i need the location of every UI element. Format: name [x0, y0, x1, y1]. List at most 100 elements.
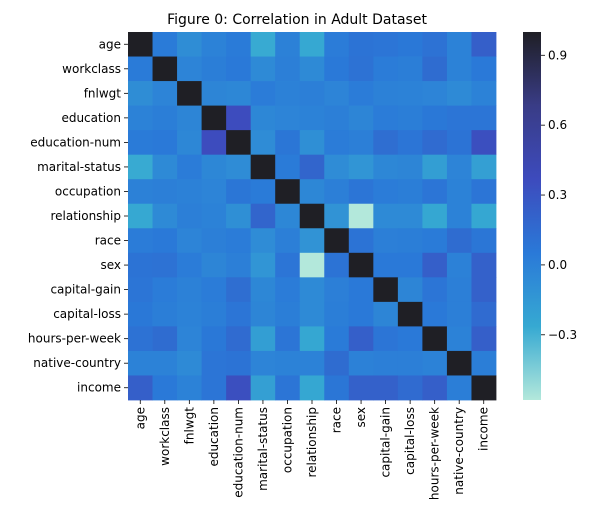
heatmap-cell	[471, 277, 497, 303]
colorbar-tick-label: 0.9	[548, 48, 567, 62]
heatmap-cell	[471, 203, 497, 229]
x-tick-labels: age workclass fnlwgt education education-num…	[133, 400, 491, 500]
heatmap-cell	[397, 179, 423, 205]
heatmap-cell	[299, 105, 325, 131]
x-tick-label: education-num	[231, 407, 245, 498]
x-tick-label: marital-status	[256, 407, 270, 491]
heatmap-cell	[275, 154, 301, 180]
heatmap-cell	[422, 179, 448, 205]
heatmap-cell	[324, 154, 350, 180]
colorbar-tick-label: 0.6	[548, 118, 567, 132]
heatmap-cell	[446, 105, 472, 131]
heatmap-cell	[201, 277, 227, 303]
y-tick-label: sex	[100, 258, 121, 272]
heatmap-cell	[275, 56, 301, 82]
y-tick-label: occupation	[55, 184, 121, 198]
heatmap-cell	[373, 179, 399, 205]
heatmap-cell	[373, 350, 399, 376]
heatmap-cell	[446, 301, 472, 327]
heatmap-cell	[324, 228, 350, 254]
heatmap-cell	[128, 32, 153, 57]
heatmap-cell	[422, 326, 448, 352]
heatmap-cell	[128, 105, 153, 131]
heatmap-cell	[201, 252, 227, 278]
heatmap-cell	[128, 228, 153, 254]
heatmap-cell	[128, 130, 153, 156]
heatmap-cell	[299, 179, 325, 205]
heatmap-cell	[471, 81, 497, 106]
heatmap-cell	[348, 56, 374, 82]
heatmap-cell	[275, 350, 301, 376]
heatmap-cell	[250, 228, 276, 254]
heatmap-cell	[299, 277, 325, 303]
heatmap-cell	[348, 326, 374, 352]
heatmap-cell	[275, 375, 301, 401]
colorbar-tick-label: 0.3	[548, 188, 567, 202]
heatmap-cell	[177, 350, 202, 376]
heatmap-cell	[348, 228, 374, 254]
heatmap-cell	[422, 130, 448, 156]
y-tick-label: education	[61, 111, 121, 125]
heatmap-cell	[177, 154, 202, 180]
heatmap-cell	[397, 130, 423, 156]
heatmap-cell	[152, 252, 178, 278]
heatmap-cell	[250, 32, 276, 57]
heatmap-cell	[128, 301, 153, 327]
heatmap-cell	[471, 375, 497, 401]
heatmap-cell	[299, 252, 325, 278]
heatmap-cell	[201, 375, 227, 401]
y-tick-label: marital-status	[37, 160, 121, 174]
heatmap-cell	[446, 228, 472, 254]
heatmap-cell	[422, 375, 448, 401]
heatmap-cell	[226, 252, 252, 278]
heatmap-cell	[177, 252, 202, 278]
heatmap-cell	[324, 81, 350, 106]
heatmap-cell	[128, 326, 153, 352]
heatmap-cell	[373, 203, 399, 229]
heatmap-cell	[152, 130, 178, 156]
heatmap-cell	[201, 203, 227, 229]
heatmap-cell	[324, 252, 350, 278]
heatmap-cell	[250, 350, 276, 376]
heatmap-cell	[177, 130, 202, 156]
heatmap-cell	[250, 130, 276, 156]
heatmap-cell	[250, 179, 276, 205]
heatmap-cell	[348, 350, 374, 376]
heatmap-cell	[201, 350, 227, 376]
heatmap-cell	[422, 154, 448, 180]
heatmap-cell	[324, 130, 350, 156]
heatmap-cell	[177, 203, 202, 229]
heatmap-cell	[422, 32, 448, 57]
heatmap-cell	[128, 81, 153, 106]
heatmap-cell	[152, 56, 178, 82]
heatmap-cells	[128, 32, 497, 401]
heatmap-cell	[201, 154, 227, 180]
heatmap-cell	[152, 301, 178, 327]
heatmap-cell	[373, 81, 399, 106]
heatmap-cell	[422, 277, 448, 303]
heatmap-cell	[397, 277, 423, 303]
heatmap-cell	[348, 252, 374, 278]
heatmap-cell	[373, 326, 399, 352]
colorbar	[523, 32, 541, 400]
heatmap-cell	[275, 32, 301, 57]
heatmap-cell	[299, 350, 325, 376]
heatmap-cell	[446, 350, 472, 376]
heatmap-cell	[397, 32, 423, 57]
heatmap-cell	[152, 326, 178, 352]
x-tick-label: hours-per-week	[428, 407, 442, 500]
heatmap-cell	[177, 81, 202, 106]
heatmap-cell	[397, 81, 423, 106]
heatmap-cell	[275, 277, 301, 303]
heatmap-cell	[373, 154, 399, 180]
x-tick-label: relationship	[305, 407, 319, 478]
heatmap-cell	[324, 179, 350, 205]
y-tick-label: relationship	[50, 209, 121, 223]
heatmap-cell	[348, 105, 374, 131]
x-tick-label: capital-gain	[379, 407, 393, 478]
heatmap-cell	[152, 375, 178, 401]
heatmap-cell	[299, 32, 325, 57]
heatmap-cell	[152, 203, 178, 229]
heatmap-cell	[250, 375, 276, 401]
x-tick-label: capital-loss	[403, 407, 417, 475]
